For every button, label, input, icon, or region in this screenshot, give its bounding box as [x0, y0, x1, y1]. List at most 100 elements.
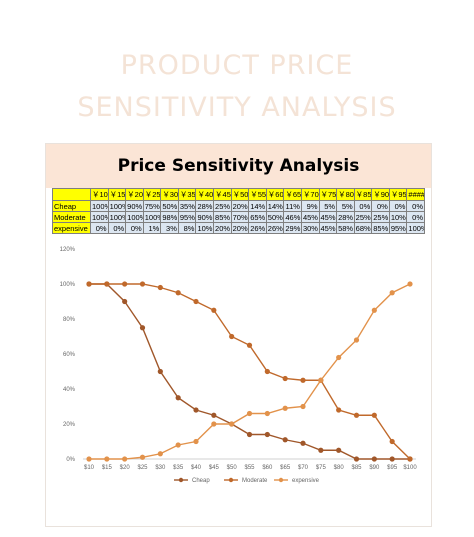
table-cell: 0%: [90, 222, 109, 234]
price-header-cell: ￥95: [388, 188, 408, 201]
legend-label: Moderate: [242, 478, 268, 484]
data-point: [282, 405, 288, 411]
table-cell: 100%: [125, 211, 144, 223]
row-label: expensive: [52, 222, 91, 234]
table-cell: 11%: [283, 200, 302, 212]
table-cell: 26%: [248, 222, 267, 234]
data-point: [211, 412, 217, 418]
hero-title-line1: PRODUCT PRICE: [120, 50, 354, 81]
sheet-card: Price Sensitivity Analysis ￥10 ￥15 ￥20 ￥25 ￥…: [45, 143, 432, 527]
table-cell: 3%: [160, 222, 179, 234]
data-point: [264, 431, 270, 438]
price-header-cell: ￥55: [248, 188, 267, 201]
data-point: [122, 281, 128, 287]
data-point: [318, 377, 324, 383]
data-point: [157, 451, 163, 457]
table-cell: 20%: [230, 222, 250, 234]
legend-marker: [228, 477, 234, 483]
table-cell: 0%: [107, 222, 127, 234]
data-point: [336, 407, 342, 413]
table-cell: 20%: [230, 200, 250, 212]
table-cell: 10%: [388, 211, 408, 223]
x-tick-label: $65: [280, 465, 291, 471]
table-cell: 0%: [406, 200, 425, 212]
data-point: [193, 407, 199, 413]
data-point: [122, 298, 128, 305]
table-cell: 58%: [336, 222, 355, 234]
table-cell: 5%: [318, 200, 338, 212]
table-corner-cell: [52, 188, 91, 201]
table-cell: 8%: [177, 222, 197, 234]
table-cell: 14%: [248, 200, 267, 212]
y-tick-label: 40%: [63, 387, 76, 393]
table-cell: 95%: [388, 222, 408, 234]
x-tick-label: $35: [173, 465, 184, 471]
x-tick-label: $70: [298, 465, 309, 471]
price-header-cell: ￥15: [107, 188, 127, 201]
table-header-row: ￥10 ￥15 ￥20 ￥25 ￥30 ￥35 ￥40 ￥45 ￥50 ￥55 ￥60 ￥65 ￥70 ￥…: [52, 188, 425, 201]
legend-marker: [278, 477, 284, 483]
data-point: [139, 281, 146, 287]
table-cell: 5%: [336, 200, 355, 212]
table-cell: 45%: [300, 211, 320, 223]
price-sensitivity-chart: 0% 20% 40% 60% 80% 100% 120% $10 $15 $20 $25 $30 $35…: [60, 247, 418, 484]
y-tick-label: 0%: [66, 457, 75, 463]
table-cell: 14%: [265, 200, 285, 212]
data-point: [175, 442, 181, 448]
x-tick-label: $20: [120, 465, 131, 471]
table-cell: 29%: [283, 222, 302, 234]
data-point: [246, 410, 253, 417]
data-point: [336, 354, 342, 361]
x-tick-label: $55: [244, 465, 255, 471]
table-cell: 65%: [248, 211, 267, 223]
price-header-cell: ￥90: [371, 188, 390, 201]
table-cell: 9%: [300, 200, 320, 212]
table-cell: 50%: [160, 200, 179, 212]
table-cell: 25%: [213, 200, 232, 212]
legend-label: Cheap: [192, 478, 210, 484]
table-cell: 0%: [125, 222, 144, 234]
data-point: [104, 281, 110, 287]
data-point: [86, 456, 92, 462]
x-tick-label: $25: [137, 465, 148, 471]
data-point: [407, 456, 413, 462]
price-header-cell: ￥40: [195, 188, 215, 201]
price-header-cell: ￥80: [336, 188, 355, 201]
table-cell: 90%: [195, 211, 215, 223]
legend-marker: [178, 477, 184, 483]
table-cell: 30%: [300, 222, 320, 234]
data-point: [193, 438, 199, 445]
y-tick-label: 20%: [63, 422, 76, 428]
price-header-cell: ￥60: [265, 188, 285, 201]
y-tick-label: 120%: [60, 247, 76, 253]
data-point: [104, 456, 110, 462]
data-point: [139, 325, 146, 331]
data-point: [229, 333, 235, 340]
x-tick-label: $95: [387, 465, 398, 471]
data-point: [282, 375, 288, 382]
table-cell: 45%: [318, 211, 338, 223]
table-cell: 100%: [107, 200, 127, 212]
table-row: Cheap100%100%90%75%50%35%28%25%20%14%14%…: [52, 200, 425, 212]
data-point: [211, 307, 217, 313]
table-cell: 68%: [353, 222, 373, 234]
table-cell: 70%: [230, 211, 250, 223]
data-point: [211, 421, 217, 427]
x-tick-label: $45: [209, 465, 220, 471]
x-tick-label: $75: [316, 465, 327, 471]
x-tick-label: $85: [351, 465, 362, 471]
price-header-cell: ￥65: [283, 188, 302, 201]
price-header-cell: ￥70: [300, 188, 320, 201]
table-row: Moderate100%100%100%100%98%95%90%85%70%6…: [52, 211, 425, 223]
table-cell: 10%: [195, 222, 215, 234]
price-header-cell: ￥50: [230, 188, 250, 201]
price-header-cell: ￥35: [177, 188, 197, 201]
table-cell: 25%: [353, 211, 373, 223]
data-point: [246, 431, 253, 438]
table-cell: 100%: [107, 211, 127, 223]
table-cell: 85%: [371, 222, 390, 234]
table-cell: 28%: [195, 200, 215, 212]
table-cell: 0%: [353, 200, 373, 212]
table-cell: 75%: [142, 200, 162, 212]
data-point: [264, 368, 270, 375]
